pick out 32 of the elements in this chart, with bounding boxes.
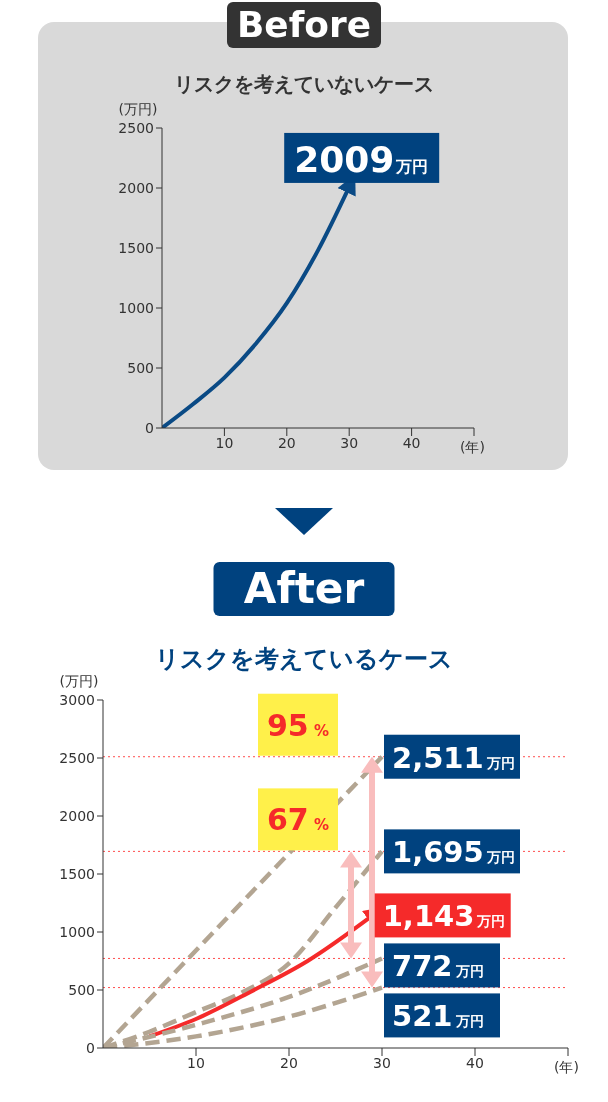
- y-tick-label: 1000: [118, 299, 154, 316]
- x-tick-label: 40: [466, 1054, 484, 1071]
- x-tick-label: 30: [373, 1054, 391, 1071]
- x-tick-label: 30: [340, 434, 359, 451]
- y-axis-title: (万円): [59, 673, 99, 689]
- y-tick-label: 2000: [59, 807, 95, 824]
- text: Before: [237, 3, 371, 45]
- text: After: [243, 564, 365, 614]
- x-axis-title: (年): [460, 439, 485, 455]
- x-tick-label: 10: [215, 434, 234, 451]
- y-tick-label: 1500: [59, 865, 95, 882]
- y-tick-label: 2500: [59, 749, 95, 766]
- y-tick-label: 2500: [118, 119, 154, 136]
- data-label: 2009万円: [294, 138, 429, 180]
- y-tick-label: 500: [68, 981, 95, 998]
- x-axis-title: (年): [554, 1059, 579, 1075]
- y-tick-label: 0: [145, 419, 154, 436]
- x-tick-label: 10: [187, 1054, 205, 1071]
- y-axis-title: (万円): [118, 101, 158, 117]
- annotation: 67 %: [266, 802, 330, 838]
- y-tick-label: 500: [127, 359, 154, 376]
- chart-title: リスクを考えているケース: [155, 645, 453, 673]
- x-tick-label: 20: [277, 434, 296, 451]
- y-tick-label: 3000: [59, 691, 95, 708]
- x-tick-label: 40: [402, 434, 421, 451]
- y-tick-label: 1500: [118, 239, 154, 256]
- y-tick-label: 0: [86, 1039, 95, 1056]
- annotation: 95 %: [266, 707, 330, 743]
- chart-title: リスクを考えていないケース: [174, 72, 434, 96]
- x-tick-label: 20: [280, 1054, 298, 1071]
- y-tick-label: 1000: [59, 923, 95, 940]
- y-tick-label: 2000: [118, 179, 154, 196]
